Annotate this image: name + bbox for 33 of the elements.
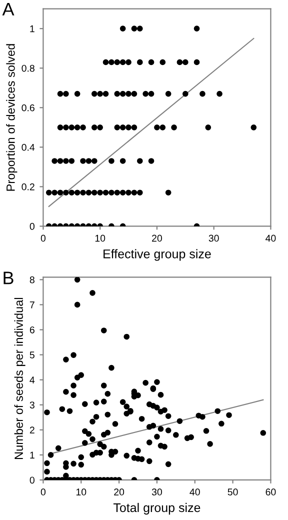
y-tick-label: 1 (30, 25, 34, 32)
y-tick-label: 1 (30, 452, 34, 458)
y-tick-label: 0.4 (22, 144, 35, 151)
y-axis-title: Number of seeds per individual (14, 298, 26, 459)
x-axis-title: Effective group size (104, 249, 211, 261)
y-tick-label: 0.8 (22, 64, 34, 72)
y-tick-label: 0.2 (22, 183, 34, 190)
x-tick-label: 0 (40, 234, 46, 242)
y-tick-label: 8 (30, 276, 34, 284)
chart-title: A (2, 2, 14, 16)
x-tick-label: 10 (95, 234, 106, 242)
x-tick-label: 60 (266, 488, 276, 496)
chart-title: B (4, 272, 14, 284)
y-axis-title: Proportion of devices solved (6, 44, 18, 191)
x-tick-label: 20 (152, 234, 162, 242)
x-tick-label: 40 (190, 488, 200, 496)
x-axis-title: Total group size (113, 502, 200, 515)
x-tick-label: 50 (228, 488, 238, 496)
y-tick-label: 3 (30, 402, 34, 408)
y-tick-label: 0 (30, 222, 34, 230)
x-tick-label: 20 (114, 488, 124, 496)
x-tick-label: 30 (152, 488, 162, 496)
y-tick-label: 4 (30, 376, 35, 384)
y-tick-label: 0 (30, 476, 34, 484)
x-tick-label: 40 (266, 234, 276, 242)
y-tick-label: 5 (30, 352, 34, 358)
y-tick-label: 0.6 (22, 104, 34, 112)
y-tick-label: 2 (30, 426, 34, 434)
y-tick-label: 7 (30, 302, 34, 308)
x-tick-label: 0 (40, 488, 46, 496)
x-tick-label: 30 (208, 234, 219, 242)
y-tick-label: 6 (30, 326, 34, 334)
x-tick-label: 10 (76, 488, 86, 496)
